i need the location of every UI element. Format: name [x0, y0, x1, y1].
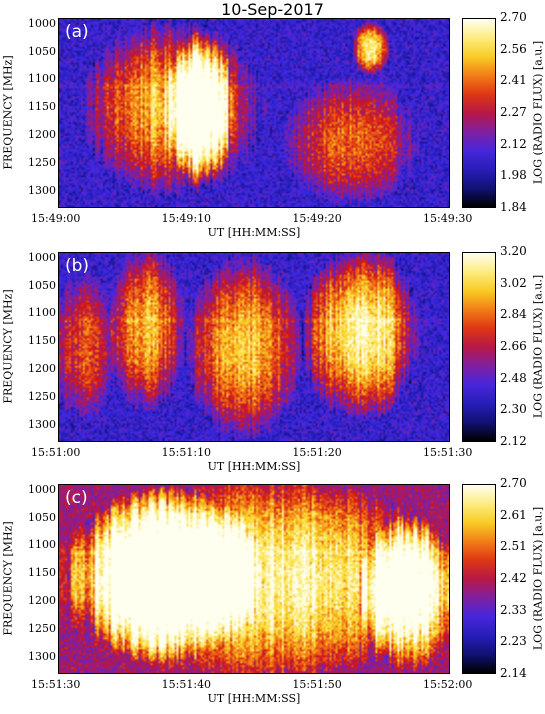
x-tick-label: 15:49:00: [31, 212, 81, 225]
y-tick-label: 1300: [28, 184, 56, 198]
colorbar-tick-label: 2.56: [500, 41, 527, 56]
colorbar-tick-label: 2.12: [500, 136, 527, 151]
colorbar-tick-label: 2.42: [500, 571, 527, 585]
x-tick-label: 15:51:10: [161, 446, 212, 459]
colorbar-tick-label: 2.30: [500, 402, 527, 417]
x-tick-label: 15:51:50: [292, 678, 342, 691]
y-tick-label: 1250: [28, 156, 56, 170]
colorbar: [462, 252, 496, 442]
colorbar-tick-label: 2.61: [500, 507, 527, 522]
y-axis-label: FREQUENCY [MHz]: [1, 289, 15, 404]
x-tick-label: 15:49:30: [423, 212, 473, 225]
colorbar-label: LOG (RADIO FLUX) [a.u.]: [531, 506, 545, 651]
colorbar-label: LOG (RADIO FLUX) [a.u.]: [531, 274, 545, 419]
colorbar-tick-label: 2.27: [500, 105, 527, 119]
y-tick-label: 1050: [28, 44, 56, 58]
y-tick-label: 1250: [28, 622, 56, 636]
x-tick-label: 15:51:30: [423, 446, 473, 459]
colorbar-tick-label: 2.48: [500, 370, 527, 385]
y-tick-label: 1150: [28, 334, 56, 348]
colorbar: [462, 18, 496, 208]
y-tick-label: 1300: [28, 650, 56, 664]
panel-label: (a): [65, 22, 89, 42]
x-tick-label: 15:51:40: [161, 678, 212, 691]
colorbar-tick-label: 2.66: [500, 339, 527, 353]
y-tick-label: 1050: [28, 278, 56, 292]
x-axis-label: UT [HH:MM:SS]: [207, 226, 301, 239]
y-axis-label: FREQUENCY [MHz]: [1, 55, 15, 170]
colorbar-tick-label: 2.84: [500, 307, 527, 322]
y-tick-label: 1250: [28, 390, 56, 404]
colorbar-tick-label: 2.14: [500, 666, 527, 680]
spectrogram-image: (b): [58, 252, 450, 442]
colorbar-tick-label: 1.98: [500, 168, 527, 183]
y-tick-label: 1150: [28, 566, 56, 580]
y-tick-label: 1200: [28, 594, 56, 608]
x-axis-label: UT [HH:MM:SS]: [207, 460, 301, 473]
y-tick-label: 1000: [28, 250, 56, 264]
y-tick-label: 1150: [28, 100, 56, 114]
colorbar-tick-label: 2.12: [500, 434, 527, 448]
y-axis-label: FREQUENCY [MHz]: [1, 521, 15, 636]
colorbar-tick-label: 2.70: [500, 10, 527, 24]
colorbar-tick-label: 2.23: [500, 634, 527, 649]
x-tick-label: 15:51:20: [292, 446, 342, 459]
y-tick-label: 1050: [28, 510, 56, 524]
x-tick-label: 15:51:30: [31, 678, 81, 691]
colorbar-tick-label: 2.41: [500, 73, 527, 88]
colorbar: [462, 484, 496, 674]
colorbar-tick-label: 3.20: [500, 244, 527, 258]
x-tick-label: 15:49:20: [292, 212, 342, 225]
panel-label: (c): [65, 488, 88, 508]
y-tick-label: 1300: [28, 418, 56, 432]
y-tick-label: 1200: [28, 362, 56, 376]
x-tick-label: 15:51:00: [31, 446, 81, 459]
figure-title: 10-Sep-2017: [221, 0, 324, 19]
panel-label: (b): [65, 256, 90, 276]
y-tick-label: 1100: [28, 306, 56, 320]
spectrogram-image: (a): [58, 18, 450, 208]
colorbar-tick-label: 1.84: [500, 200, 527, 214]
spectrogram-image: (c): [58, 484, 450, 674]
y-tick-label: 1100: [28, 538, 56, 552]
colorbar-tick-label: 2.51: [500, 539, 527, 554]
x-tick-label: 15:49:10: [161, 212, 212, 225]
colorbar-tick-label: 2.70: [500, 476, 527, 490]
x-axis-label: UT [HH:MM:SS]: [207, 692, 301, 705]
y-tick-label: 1000: [28, 482, 56, 496]
colorbar-tick-label: 3.02: [500, 275, 527, 290]
y-tick-label: 1200: [28, 128, 56, 142]
y-tick-label: 1000: [28, 16, 56, 30]
x-tick-label: 15:52:00: [423, 678, 473, 691]
y-tick-label: 1100: [28, 72, 56, 86]
colorbar-label: LOG (RADIO FLUX) [a.u.]: [531, 40, 545, 185]
colorbar-tick-label: 2.33: [500, 602, 527, 617]
